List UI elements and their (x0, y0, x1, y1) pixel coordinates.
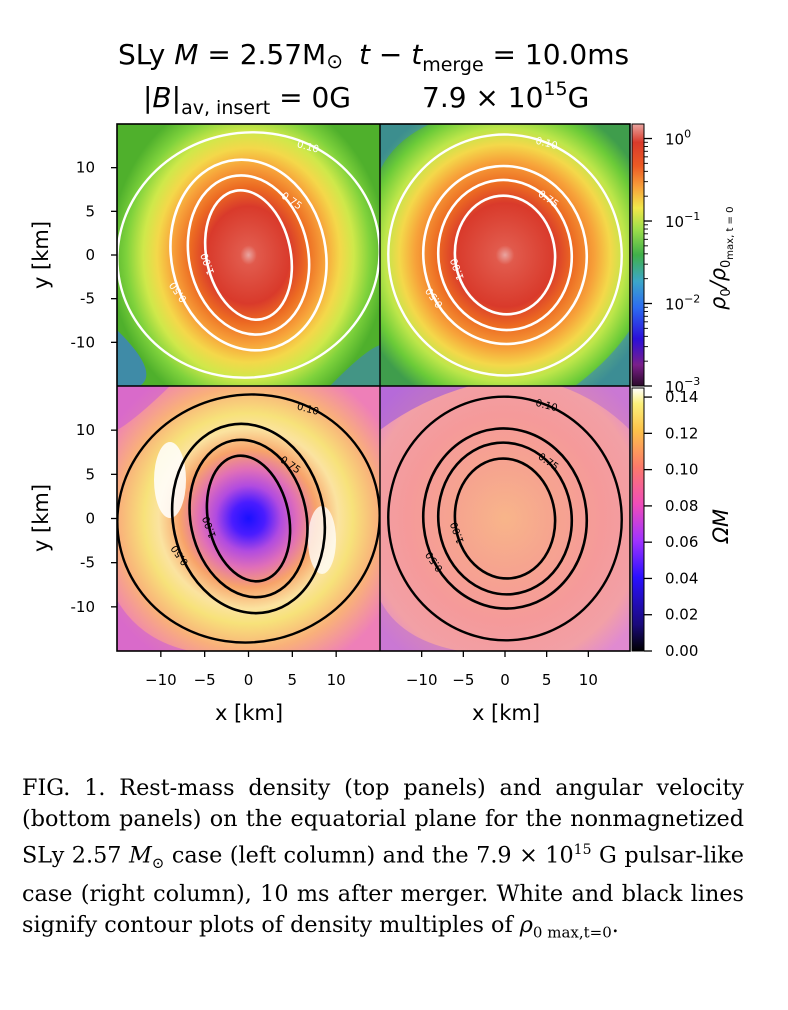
title-line2: |B|av, insert = 0G (143, 81, 351, 119)
omega-colorbar-tick-label: 0.12 (665, 424, 698, 442)
omega-colorbar-tick-label: 0.10 (665, 461, 698, 479)
omega-colorbar-label: ΩM (709, 509, 733, 544)
panel-top-right: 1.000.750.500.10 (380, 124, 630, 386)
omega-colorbar-tick-label: 0.02 (665, 606, 698, 624)
xtick-label: −5 (452, 671, 474, 689)
panels-frame (116, 123, 631, 652)
xtick-label: 0 (500, 671, 510, 689)
density-colorbar-tick-label: 10−3 (665, 375, 700, 396)
density-colorbar (631, 123, 645, 387)
ytick-label: -5 (80, 290, 95, 308)
panel-bottom-right: 1.000.750.500.10 (380, 386, 630, 651)
density-colorbar-tick-label: 10−1 (665, 210, 700, 231)
xtick-label: −5 (194, 671, 216, 689)
omega-colorbar (631, 387, 645, 652)
omega-colorbar-tick-label: 0.06 (665, 533, 698, 551)
contour-0.50 (421, 164, 589, 346)
contour-0.10 (117, 393, 380, 644)
figure: SLy M = 2.57M⊙ t − tmerge = 10.0ms |B|av,… (29, 38, 736, 725)
xtick-label: 5 (542, 671, 552, 689)
density-colorbar-label: ρ0/ρ0max, t = 0 (706, 207, 736, 310)
ytick-label: -10 (71, 333, 96, 351)
title-line2-right: 7.9 × 1015G (422, 78, 589, 114)
omega-colorbar-tick-label: 0.00 (665, 642, 698, 660)
density-colorbar-tick-label: 10−2 (665, 293, 700, 314)
title-line1: SLy M = 2.57M⊙ t − tmerge = 10.0ms (118, 38, 629, 76)
xlabel-left: x [km] (215, 701, 283, 725)
ytick-label: 5 (85, 202, 95, 220)
density-colorbar-tick-label: 100 (665, 128, 691, 149)
contour-0.75 (186, 174, 311, 336)
contour-1.00 (203, 189, 294, 321)
contour-1.00 (205, 454, 292, 583)
figure-caption: FIG. 1. Rest-mass density (top panels) a… (22, 775, 744, 942)
xtick-label: 10 (327, 671, 346, 689)
xtick-label: 0 (244, 671, 254, 689)
contour-0.50 (169, 158, 328, 352)
contour-0.75 (436, 178, 574, 332)
contour-0.10 (387, 133, 623, 377)
xlabel-right: x [km] (472, 701, 540, 725)
ytick-label: 10 (76, 159, 95, 177)
contour-0.75 (188, 438, 309, 599)
ytick-label: -10 (71, 598, 96, 616)
contour-1.00 (453, 194, 557, 316)
ytick-label: 5 (85, 465, 95, 483)
xtick-label: −10 (406, 671, 438, 689)
omega-colorbar-tick-label: 0.08 (665, 497, 698, 515)
axes: 10 5 0 -5 -10 10 5 0 -5 -10 −10 −5 0 5 10 −10 −5 0 5 10 (71, 159, 598, 689)
contour-0.50 (170, 422, 327, 615)
ytick-label: 10 (76, 421, 95, 439)
contour-0.75 (436, 441, 574, 596)
contour-0.50 (421, 427, 589, 610)
ytick-label: 0 (85, 246, 95, 264)
omega-colorbar-tick-label: 0.14 (665, 388, 698, 406)
xtick-label: 10 (579, 671, 598, 689)
contour-0.10 (117, 131, 380, 379)
panel-top-left: 1.000.750.500.10 (117, 124, 380, 386)
xtick-label: 5 (288, 671, 298, 689)
omega-colorbar-tick-label: 0.04 (665, 569, 698, 587)
ylabel-top: y [km] (29, 221, 53, 289)
ylabel-bottom: y [km] (29, 484, 53, 552)
panel-bottom-left: 1.000.750.500.10 (117, 386, 380, 651)
ytick-label: 0 (85, 510, 95, 528)
contour-1.00 (453, 457, 557, 580)
contour-0.10 (387, 395, 623, 642)
xtick-label: −10 (145, 671, 177, 689)
ytick-label: -5 (80, 554, 95, 572)
